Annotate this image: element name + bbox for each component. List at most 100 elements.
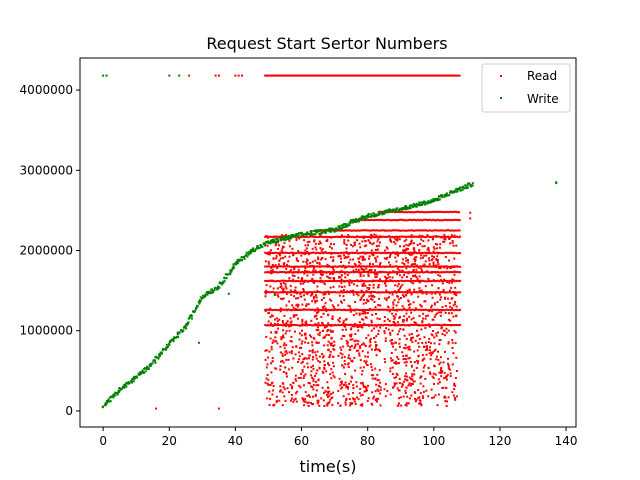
write-point [381, 213, 384, 216]
read-point [359, 74, 362, 77]
write-point [381, 212, 384, 214]
read-point [270, 265, 273, 268]
read-point [354, 343, 357, 346]
read-point [387, 273, 390, 276]
read-point [413, 380, 416, 383]
read-point [454, 74, 456, 77]
read-point [188, 74, 191, 77]
read-point [363, 268, 366, 271]
write-point [432, 198, 435, 201]
read-point [331, 280, 334, 283]
read-point [361, 312, 364, 315]
write-point [208, 290, 211, 293]
read-point [343, 324, 345, 327]
read-point [448, 259, 450, 262]
read-point [338, 265, 341, 268]
read-point [312, 380, 315, 383]
read-point [373, 295, 376, 298]
read-point [380, 280, 383, 283]
read-point [399, 251, 402, 254]
read-point [426, 271, 429, 274]
read-point [377, 385, 380, 388]
write-point [374, 213, 377, 216]
read-point [269, 384, 272, 386]
read-point [392, 342, 395, 345]
read-point [394, 253, 397, 256]
read-point [414, 275, 416, 277]
read-point [283, 314, 286, 317]
read-point [323, 391, 325, 394]
read-point [325, 235, 328, 238]
write-point [156, 356, 158, 359]
read-point [301, 353, 304, 356]
read-point [316, 236, 319, 239]
read-point [353, 262, 356, 265]
read-point [301, 74, 304, 77]
read-point [398, 211, 401, 214]
write-point [362, 216, 365, 219]
read-point [426, 234, 429, 237]
write-point [243, 256, 246, 259]
read-point [401, 324, 404, 326]
read-point [366, 265, 369, 268]
read-point [447, 342, 450, 345]
write-point [151, 362, 154, 365]
read-point [300, 362, 303, 365]
read-point [318, 263, 321, 266]
read-point [347, 356, 350, 359]
read-point [454, 324, 457, 327]
read-point [291, 247, 294, 250]
read-point [291, 397, 293, 400]
read-point [264, 381, 267, 384]
read-point [416, 335, 419, 338]
write-point [113, 394, 115, 397]
read-point [430, 388, 433, 391]
read-point [318, 404, 321, 407]
read-point [337, 389, 340, 392]
read-point [288, 271, 290, 274]
read-point [295, 252, 298, 255]
read-point [444, 396, 447, 399]
x-axis-label: time(s) [300, 457, 357, 476]
read-point [420, 74, 423, 77]
read-point [341, 235, 344, 238]
read-point [359, 280, 362, 283]
read-point [390, 291, 393, 294]
read-point [402, 280, 405, 283]
write-point [102, 74, 105, 77]
read-point [408, 356, 411, 359]
read-point [316, 307, 319, 310]
read-point [325, 280, 328, 282]
write-point [359, 217, 362, 220]
read-point [410, 309, 412, 312]
read-point [352, 314, 355, 317]
read-point [451, 265, 454, 268]
read-point [364, 312, 367, 315]
read-point [360, 229, 363, 232]
read-point [287, 368, 290, 371]
read-point [349, 310, 352, 313]
read-point [326, 309, 329, 311]
read-point [264, 279, 267, 282]
read-point [406, 211, 408, 214]
write-point [161, 349, 164, 352]
read-point [305, 247, 308, 250]
read-point [396, 333, 399, 336]
read-point [453, 280, 456, 283]
read-point [294, 397, 297, 400]
read-point [402, 219, 405, 221]
read-point [437, 219, 440, 222]
read-point [267, 262, 270, 265]
read-point [313, 251, 316, 254]
read-point [363, 251, 366, 254]
read-point [291, 265, 293, 268]
read-point [356, 396, 358, 399]
read-point [450, 234, 453, 237]
read-point [401, 265, 404, 268]
write-point [276, 237, 279, 240]
read-point [388, 219, 391, 222]
read-point [378, 348, 381, 351]
read-point [358, 312, 361, 315]
read-point [441, 235, 444, 238]
read-point [276, 267, 279, 270]
